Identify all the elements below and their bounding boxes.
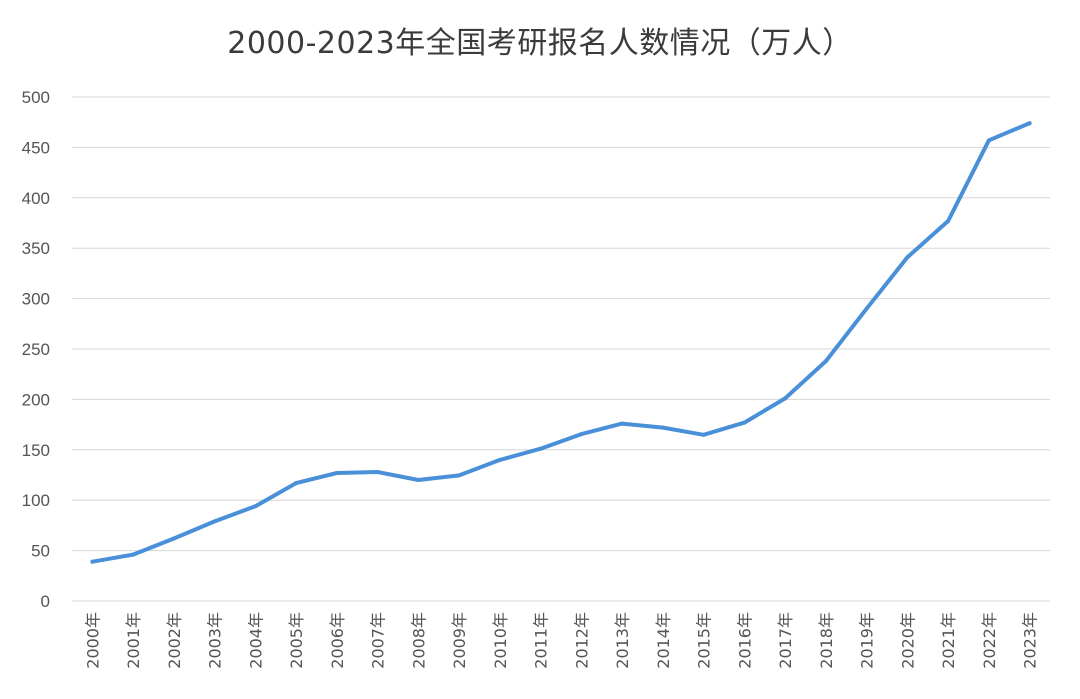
x-tick-label: 2016年: [735, 612, 754, 669]
x-tick-label: 2004年: [246, 612, 265, 669]
x-tick-label: 2015年: [695, 612, 714, 669]
data-point: [538, 446, 543, 451]
x-tick-label: 2019年: [858, 612, 877, 669]
data-point: [823, 359, 828, 364]
data-point: [1027, 121, 1032, 126]
data-point: [620, 421, 625, 426]
data-point: [212, 519, 217, 524]
data-point: [946, 218, 951, 223]
y-axis-ticks: 0 50 100 150 200 250 300 350 400 450 500: [22, 88, 50, 611]
x-tick-label: 2002年: [165, 612, 184, 669]
data-point: [334, 470, 339, 475]
x-tick-label: 2009年: [450, 612, 469, 669]
data-point: [579, 432, 584, 437]
x-tick-label: 2022年: [980, 612, 999, 669]
y-tick-label: 50: [31, 542, 50, 561]
y-tick-label: 450: [22, 138, 50, 157]
x-tick-label: 2014年: [654, 612, 673, 669]
data-point: [701, 432, 706, 437]
y-tick-label: 400: [22, 189, 50, 208]
data-point: [497, 457, 502, 462]
x-tick-label: 2011年: [532, 612, 551, 669]
x-tick-label: 2020年: [898, 612, 917, 669]
x-tick-label: 2021年: [939, 612, 958, 669]
x-tick-label: 2017年: [776, 612, 795, 669]
x-tick-label: 2003年: [206, 612, 225, 669]
x-tick-label: 2023年: [1021, 612, 1040, 669]
series-layer: [90, 121, 1032, 564]
x-tick-label: 2012年: [572, 612, 591, 669]
data-point: [457, 473, 462, 478]
y-tick-label: 0: [41, 592, 50, 611]
y-tick-label: 250: [22, 340, 50, 359]
x-tick-label: 2018年: [817, 612, 836, 669]
y-tick-label: 200: [22, 390, 50, 409]
x-axis-ticks: 2000年 2001年 2002年 2003年 2004年 2005年 2006年 2007年…: [83, 612, 1039, 669]
data-point: [131, 552, 136, 557]
data-point: [783, 396, 788, 401]
data-point: [90, 559, 95, 564]
chart-title: 2000-2023年全国考研报名人数情况（万人）: [227, 26, 853, 61]
data-point: [905, 255, 910, 260]
y-tick-label: 300: [22, 290, 50, 309]
y-tick-label: 350: [22, 239, 50, 258]
x-tick-label: 2006年: [328, 612, 347, 669]
grid-layer: [72, 96, 1050, 602]
x-tick-label: 2000年: [83, 612, 102, 669]
series-line-0: [90, 121, 1032, 564]
x-tick-label: 2005年: [287, 612, 306, 669]
x-tick-label: 2013年: [613, 612, 632, 669]
x-tick-label: 2008年: [409, 612, 428, 669]
data-point: [986, 138, 991, 143]
data-point: [171, 536, 176, 541]
x-tick-label: 2007年: [369, 612, 388, 669]
data-point: [742, 420, 747, 425]
data-point: [375, 469, 380, 474]
data-point: [294, 481, 299, 486]
y-tick-label: 100: [22, 491, 50, 510]
data-point: [253, 504, 258, 509]
data-point: [416, 478, 421, 483]
x-tick-label: 2001年: [124, 612, 143, 669]
data-point: [660, 425, 665, 430]
data-point: [864, 306, 869, 311]
x-tick-label: 2010年: [491, 612, 510, 669]
y-tick-label: 500: [22, 88, 50, 107]
y-tick-label: 150: [22, 441, 50, 460]
